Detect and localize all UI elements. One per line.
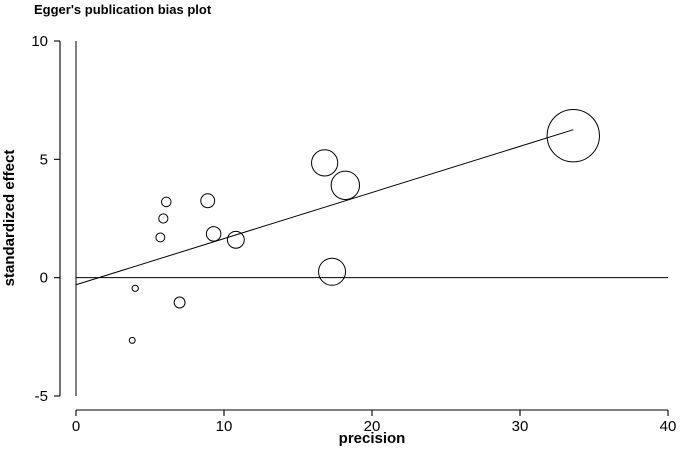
y-tick-label: 0 — [40, 270, 48, 287]
y-tick-label: 10 — [31, 33, 48, 50]
chart-title: Egger's publication bias plot — [34, 2, 212, 17]
y-tick-label: 5 — [40, 151, 48, 168]
x-ticks: 0 10 20 30 40 — [72, 410, 677, 435]
data-point — [330, 170, 361, 201]
data-point — [161, 196, 172, 208]
data-point — [131, 284, 139, 292]
data-point — [546, 108, 600, 163]
y-axis-label: standardized effect — [1, 150, 18, 287]
data-point — [311, 149, 339, 177]
x-axis-label: precision — [339, 430, 406, 447]
regression-line — [75, 129, 574, 286]
data-point — [155, 232, 166, 243]
x-tick-label: 0 — [72, 418, 80, 435]
x-tick-label: 40 — [660, 418, 677, 435]
data-point — [200, 193, 216, 209]
data-point — [128, 336, 136, 344]
data-point — [226, 230, 245, 249]
data-point — [318, 257, 347, 286]
y-ticks: -5 0 5 10 — [31, 33, 60, 405]
x-tick-label: 10 — [216, 418, 233, 435]
data-point — [205, 226, 222, 242]
data-point — [173, 296, 186, 309]
data-points — [128, 108, 600, 344]
x-tick-label: 20 — [364, 418, 381, 435]
data-point — [158, 213, 169, 224]
y-tick-label: -5 — [35, 388, 48, 405]
x-tick-label: 30 — [512, 418, 529, 435]
